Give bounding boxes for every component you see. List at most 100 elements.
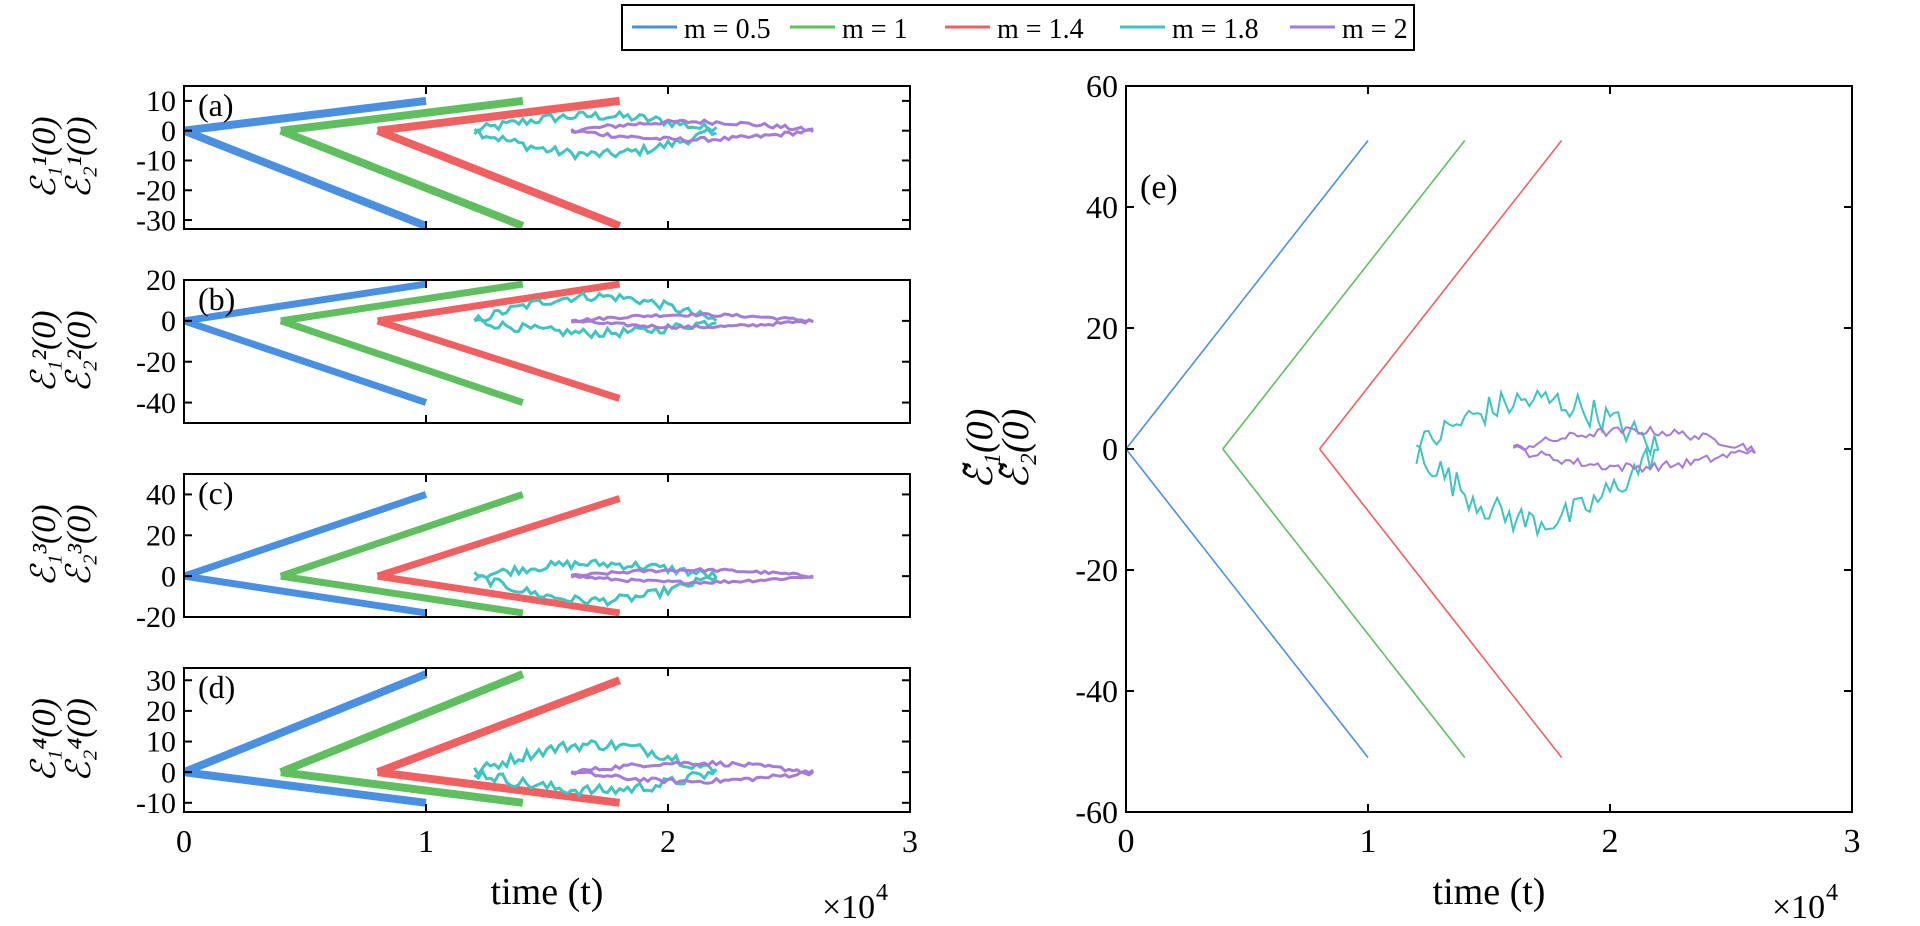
series-m-0.5	[184, 491, 428, 617]
series-band-down	[1512, 445, 1756, 474]
series-line-upper	[1126, 139, 1369, 450]
series-m-2	[570, 759, 815, 785]
legend-entry: m = 2	[1290, 14, 1408, 45]
y-tick-label: -60	[1075, 794, 1118, 830]
y-axis-label: ℰ₁²(0)	[26, 310, 63, 392]
series-line-upper	[279, 670, 525, 776]
x-tick-label: 1	[1360, 823, 1377, 860]
x-tick-label: 3	[1844, 823, 1861, 860]
series-line-lower	[1222, 448, 1466, 759]
y-tick-label: 10	[146, 726, 176, 759]
series-band-up	[473, 290, 718, 323]
axes-box	[183, 667, 911, 813]
plot-area	[1126, 139, 1757, 759]
axes-box	[183, 279, 911, 424]
series-band-up	[473, 738, 717, 778]
series-m-1	[279, 280, 524, 406]
series-line-lower	[377, 572, 621, 617]
series-line-upper	[376, 495, 621, 580]
x-tick-label: 0	[176, 823, 192, 859]
y-tick-label: -20	[136, 346, 176, 379]
plot-area	[184, 96, 814, 229]
series-band-down	[1415, 444, 1659, 539]
panel-label: (a)	[198, 87, 234, 123]
y-tick-label: 20	[1086, 310, 1118, 346]
y-tick-label: 0	[161, 756, 176, 789]
panel-label: (d)	[198, 669, 235, 705]
series-band-up	[1512, 425, 1757, 454]
series-line-lower	[376, 317, 621, 402]
series-band-up	[570, 759, 815, 776]
series-m-2	[1512, 425, 1757, 474]
axes-box	[183, 473, 911, 618]
series-line-upper	[377, 280, 621, 325]
x-tick-label: 0	[1118, 823, 1135, 860]
series-band-down	[570, 318, 814, 330]
panel-b: 20 0 -20 -40 (b) ℰ₁²(0)ℰ₂²(0)	[26, 264, 911, 424]
x-tick-label: 2	[660, 823, 676, 859]
panel-label: (b)	[198, 281, 235, 317]
series-line-upper	[280, 96, 524, 135]
axes-box	[1125, 85, 1853, 813]
series-band-up	[473, 558, 718, 582]
plot-area	[184, 280, 814, 406]
series-m-2	[570, 118, 814, 144]
legend-label: m = 1.4	[997, 14, 1084, 45]
x-tick-label: 3	[902, 823, 918, 859]
series-m-1.8	[473, 290, 718, 340]
y-axis-label: ℰ₂¹(0)	[61, 116, 98, 198]
series-m-1.4	[376, 280, 621, 402]
panel-a: 100-10-20-30 (a) ℰ₁¹(0)ℰ₂¹(0)	[26, 85, 911, 237]
plot-area	[184, 491, 814, 617]
series-band-down	[570, 127, 814, 144]
series-line-lower	[184, 126, 428, 229]
series-line-lower	[1318, 448, 1563, 759]
series-line-upper	[184, 670, 428, 776]
y-tick-label: 20	[146, 264, 176, 297]
y-tick-label: -10	[136, 787, 176, 820]
series-line-lower	[279, 126, 525, 229]
panel-label: (e)	[1140, 169, 1178, 206]
legend-entry: m = 1.4	[945, 14, 1084, 45]
plot-area	[184, 670, 815, 807]
series-m-1.4	[376, 96, 622, 229]
y-tick-label: -40	[1075, 673, 1118, 709]
series-m-1.8	[473, 109, 718, 162]
panel-c: 40 20 0 -20 (c) ℰ₁³(0)ℰ₂³(0)	[26, 473, 911, 634]
y-tick-label: 40	[1086, 189, 1118, 225]
y-tick-label: 30	[146, 664, 176, 697]
y-axis-label: ℰ̃₂(0)	[995, 409, 1037, 490]
series-line-lower	[184, 768, 427, 807]
series-band-up	[570, 567, 814, 579]
series-line-upper	[1318, 139, 1563, 450]
series-m-1	[279, 491, 524, 617]
x-tick-label: 2	[1602, 823, 1619, 860]
x-multiplier-exp: 4	[876, 880, 888, 906]
series-m-1.4	[1318, 139, 1563, 759]
series-line-upper	[279, 491, 524, 580]
y-tick-label: 0	[1102, 431, 1118, 467]
series-line-lower	[184, 317, 428, 406]
legend-label: m = 1.8	[1172, 14, 1259, 45]
legend-entry: m = 1.8	[1120, 14, 1259, 45]
series-m-2	[570, 311, 814, 330]
x-multiplier-left: ×10 4	[822, 880, 888, 926]
y-tick-label: -20	[136, 174, 176, 207]
series-line-upper	[376, 676, 622, 776]
series-band-down	[570, 770, 815, 785]
y-axis-label: ℰ₂²(0)	[61, 310, 98, 392]
y-tick-label: 20	[146, 695, 176, 728]
series-m-1	[1222, 139, 1466, 759]
legend-label: m = 0.5	[684, 14, 771, 45]
series-line-upper	[377, 96, 621, 135]
series-m-1.8	[473, 558, 718, 608]
y-axis-label: ℰ₁¹(0)	[26, 116, 63, 198]
y-tick-label: -10	[136, 145, 176, 178]
series-band-up	[570, 311, 814, 324]
x-multiplier-base: ×10	[822, 889, 875, 926]
legend-label: m = 2	[1342, 14, 1408, 45]
x-multiplier-right: ×10 4	[1772, 880, 1838, 926]
x-axis-label: time (t)	[1433, 871, 1546, 913]
